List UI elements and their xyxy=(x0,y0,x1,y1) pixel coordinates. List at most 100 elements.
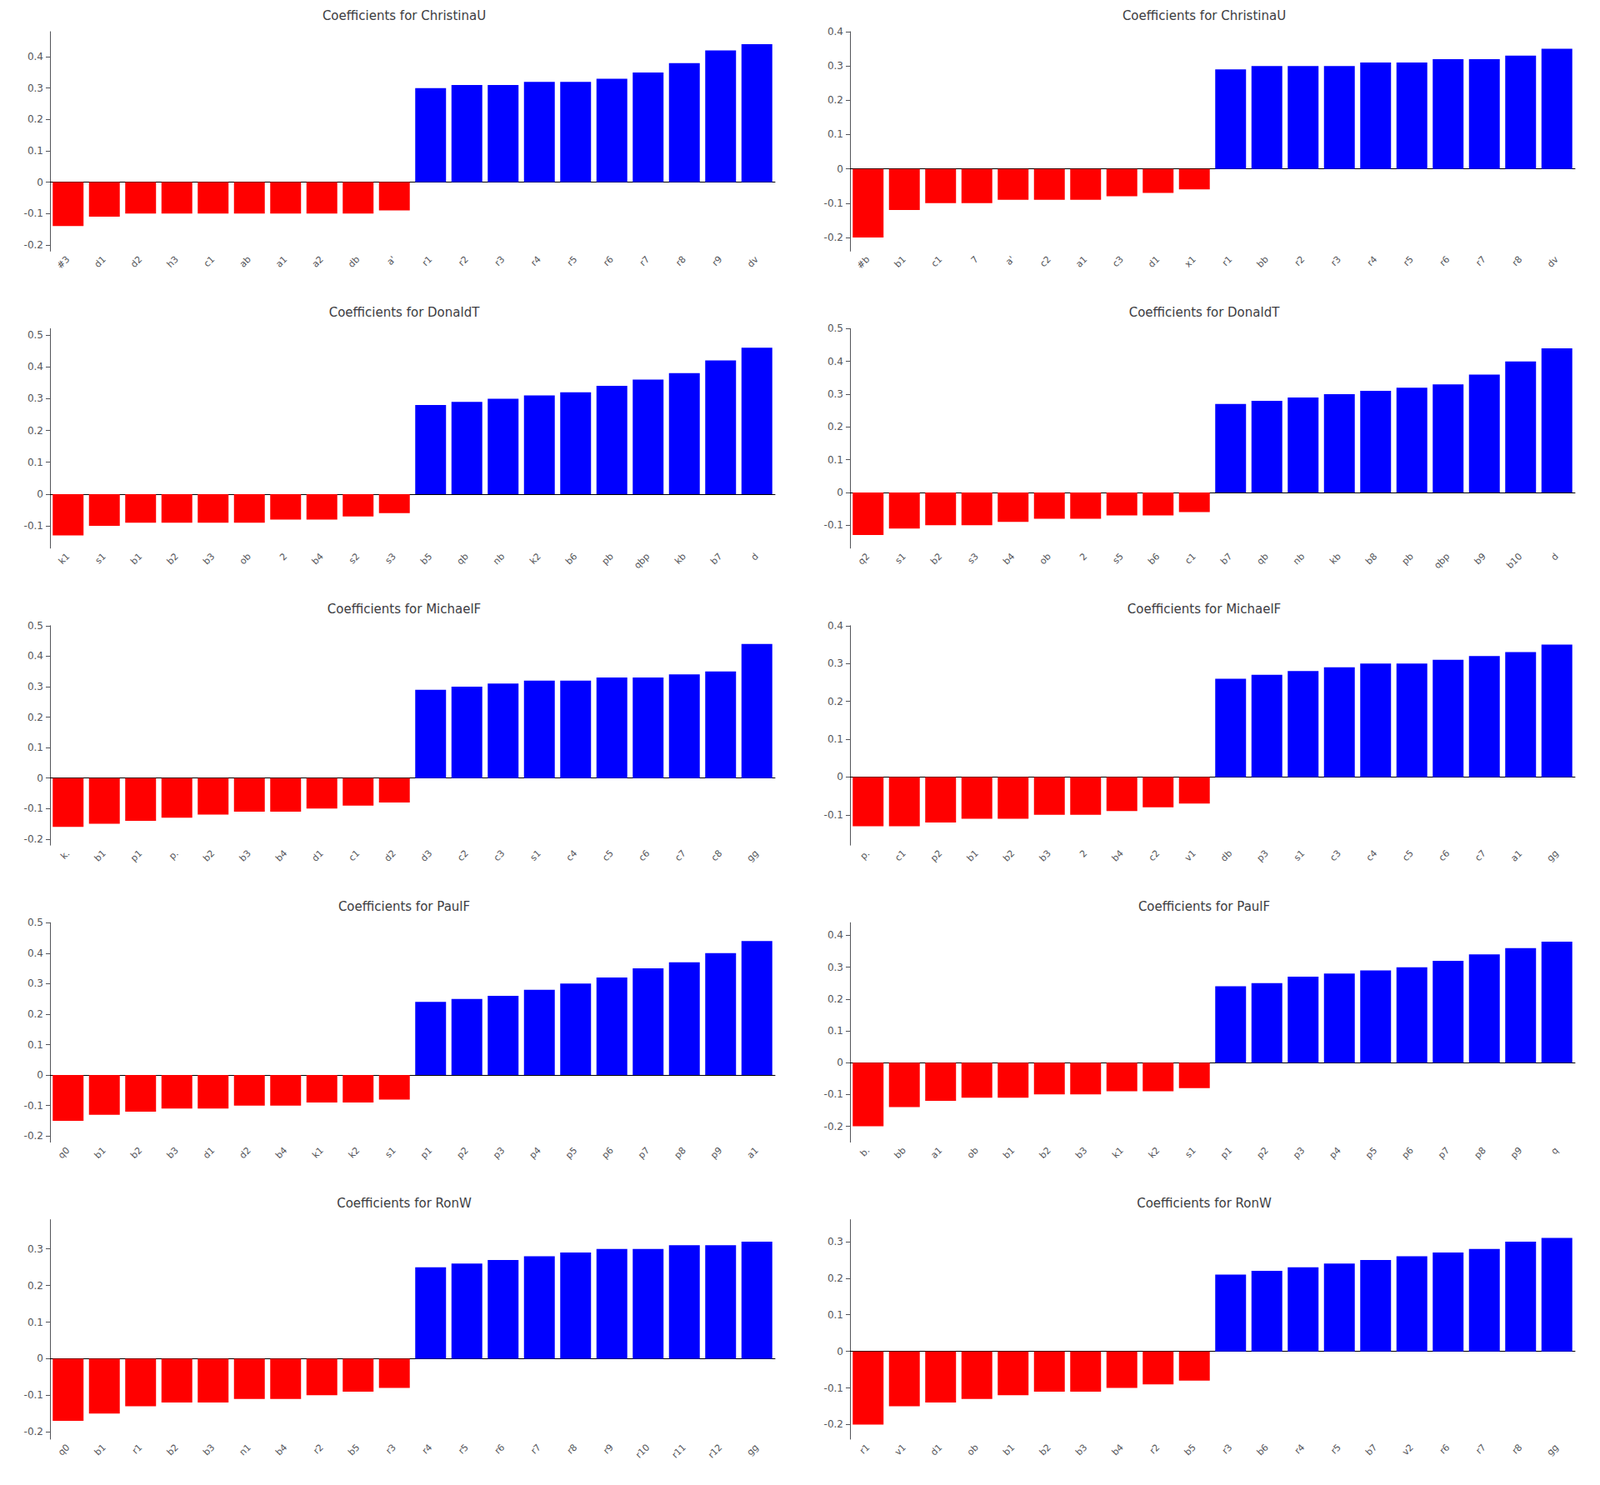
svg-text:d: d xyxy=(749,550,761,563)
svg-text:0: 0 xyxy=(836,770,844,783)
svg-text:c2: c2 xyxy=(1146,848,1162,864)
svg-text:b2: b2 xyxy=(928,550,945,567)
svg-text:r5: r5 xyxy=(1329,1441,1344,1456)
svg-text:p.: p. xyxy=(858,848,873,863)
svg-text:p8: p8 xyxy=(1472,1145,1489,1161)
svg-text:q0: q0 xyxy=(55,1145,72,1161)
svg-text:0.4: 0.4 xyxy=(827,620,844,632)
svg-text:-0.1: -0.1 xyxy=(824,809,844,821)
svg-text:-0.1: -0.1 xyxy=(824,1088,844,1100)
svg-text:b2: b2 xyxy=(1037,1145,1054,1161)
svg-text:0.3: 0.3 xyxy=(827,60,844,72)
svg-text:0.2: 0.2 xyxy=(827,993,844,1005)
svg-text:n1: n1 xyxy=(237,1441,254,1458)
svg-text:pb: pb xyxy=(1400,550,1416,567)
svg-text:b2: b2 xyxy=(1000,848,1017,865)
svg-text:0.4: 0.4 xyxy=(27,360,44,373)
svg-text:ob: ob xyxy=(237,550,254,567)
svg-text:r6: r6 xyxy=(1437,254,1452,269)
svg-text:gg: gg xyxy=(1545,848,1561,865)
svg-text:c5: c5 xyxy=(1400,848,1415,864)
svg-text:k1: k1 xyxy=(1110,1145,1126,1161)
svg-text:qbp: qbp xyxy=(1431,550,1452,571)
svg-text:r3: r3 xyxy=(1220,1441,1235,1456)
svg-text:c3: c3 xyxy=(1110,254,1125,270)
svg-text:0.5: 0.5 xyxy=(27,620,44,632)
svg-text:b1: b1 xyxy=(92,1145,109,1161)
svg-text:r4: r4 xyxy=(1365,254,1380,269)
svg-text:b3: b3 xyxy=(1073,1145,1090,1161)
svg-text:Coefficients for RonW: Coefficients for RonW xyxy=(1136,1195,1272,1211)
svg-text:r9: r9 xyxy=(710,254,725,269)
svg-text:c7: c7 xyxy=(672,848,688,864)
svg-text:b1: b1 xyxy=(892,254,909,270)
svg-text:c3: c3 xyxy=(1327,848,1343,864)
svg-text:d2: d2 xyxy=(237,1145,254,1161)
svg-text:0: 0 xyxy=(836,1056,844,1069)
svg-text:b3: b3 xyxy=(165,1145,181,1161)
svg-text:c5: c5 xyxy=(600,848,615,864)
svg-text:r9: r9 xyxy=(601,1441,616,1456)
svg-text:0.2: 0.2 xyxy=(827,695,844,708)
svg-text:p7: p7 xyxy=(635,1145,652,1161)
svg-text:v1: v1 xyxy=(892,1441,909,1458)
svg-text:b7: b7 xyxy=(1218,550,1235,567)
svg-text:p.: p. xyxy=(166,848,181,863)
svg-text:b4: b4 xyxy=(1110,1441,1126,1458)
svg-text:d2: d2 xyxy=(128,254,145,270)
svg-text:-0.1: -0.1 xyxy=(824,197,844,210)
svg-text:0.1: 0.1 xyxy=(827,733,844,745)
svg-text:0.1: 0.1 xyxy=(27,1039,44,1051)
svg-text:0.4: 0.4 xyxy=(27,947,44,960)
svg-text:r1: r1 xyxy=(130,1441,145,1456)
svg-text:s3: s3 xyxy=(383,550,399,566)
svg-text:r2: r2 xyxy=(456,254,471,269)
svg-text:b2: b2 xyxy=(200,848,217,865)
svg-text:v1: v1 xyxy=(1182,848,1199,865)
svg-text:c4: c4 xyxy=(1364,848,1380,864)
svg-text:0: 0 xyxy=(36,1352,44,1365)
svg-text:0.4: 0.4 xyxy=(27,50,44,63)
svg-text:v2: v2 xyxy=(1400,1441,1416,1458)
svg-text:r1: r1 xyxy=(420,254,435,269)
svg-text:b.: b. xyxy=(858,1145,873,1160)
svg-text:b3: b3 xyxy=(237,848,254,865)
svg-text:0: 0 xyxy=(36,176,44,189)
svg-text:2: 2 xyxy=(1077,848,1090,860)
svg-text:b2: b2 xyxy=(165,550,181,567)
svg-text:p1: p1 xyxy=(128,848,145,865)
svg-text:k2: k2 xyxy=(1146,1145,1163,1161)
svg-text:Coefficients for PaulF: Coefficients for PaulF xyxy=(338,899,470,915)
svg-text:b4: b4 xyxy=(1000,550,1017,567)
svg-text:p8: p8 xyxy=(672,1145,689,1161)
svg-text:r4: r4 xyxy=(420,1441,435,1456)
svg-text:-0.2: -0.2 xyxy=(24,239,44,251)
svg-text:c8: c8 xyxy=(709,848,725,864)
svg-text:d: d xyxy=(1549,550,1561,563)
svg-text:0.4: 0.4 xyxy=(827,929,844,941)
svg-text:b6: b6 xyxy=(1255,1441,1271,1458)
svg-text:0: 0 xyxy=(836,163,844,175)
svg-text:-0.1: -0.1 xyxy=(24,802,44,815)
svg-text:d1: d1 xyxy=(928,1441,945,1458)
svg-text:ab: ab xyxy=(237,254,254,270)
svg-text:r7: r7 xyxy=(1474,254,1489,269)
svg-text:0.3: 0.3 xyxy=(827,388,844,400)
svg-text:p1: p1 xyxy=(418,1145,435,1161)
svg-text:-0.1: -0.1 xyxy=(824,519,844,531)
svg-text:-0.1: -0.1 xyxy=(24,1389,44,1401)
svg-text:0.1: 0.1 xyxy=(27,1316,44,1329)
svg-text:r4: r4 xyxy=(529,254,544,269)
svg-text:qb: qb xyxy=(1255,550,1271,567)
svg-text:p2: p2 xyxy=(1255,1145,1271,1161)
svg-text:b1: b1 xyxy=(965,848,981,865)
svg-text:r6: r6 xyxy=(492,1441,507,1456)
svg-text:r4: r4 xyxy=(1292,1441,1307,1456)
svg-text:p4: p4 xyxy=(1327,1145,1344,1161)
svg-text:0: 0 xyxy=(36,1069,44,1081)
svg-text:b9: b9 xyxy=(1472,550,1489,567)
svg-text:7: 7 xyxy=(969,254,981,266)
svg-text:b3: b3 xyxy=(200,1441,217,1458)
svg-text:0.2: 0.2 xyxy=(27,425,44,437)
svg-text:0.2: 0.2 xyxy=(27,711,44,724)
